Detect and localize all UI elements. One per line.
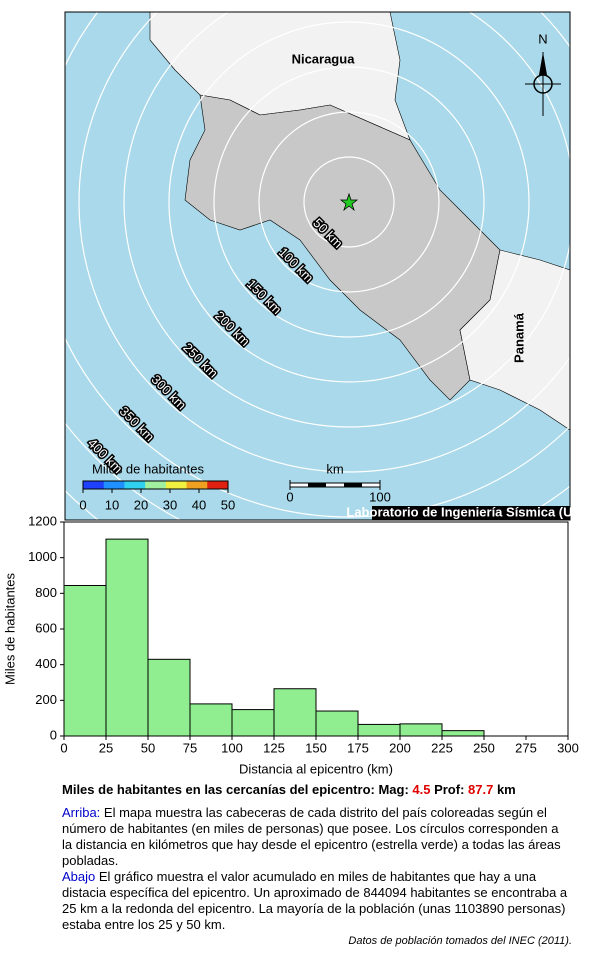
epicenter: [339, 192, 359, 212]
x-tick-label: 200: [389, 740, 411, 755]
x-tick-label: 0: [60, 740, 67, 755]
colorbar-tick-label: 10: [105, 497, 119, 512]
distance-ring: [65, 12, 570, 518]
colorbar-frame: [82, 480, 229, 490]
source: Datos de población tomados del INEC (201…: [348, 935, 572, 947]
scale-bar-fill: [308, 483, 326, 487]
credit-box: [372, 506, 570, 520]
x-tick-label: 50: [141, 740, 155, 755]
y-tick-label: 1000: [28, 549, 57, 564]
bar: [147, 658, 191, 737]
north-label: N: [538, 31, 547, 46]
paragraph-head: Abajo: [62, 869, 96, 884]
scale-tick-label: 0: [286, 489, 293, 504]
bar: [273, 688, 317, 737]
colorbar-tick-label: 50: [221, 497, 235, 512]
paragraph-head: Arriba:: [62, 805, 101, 820]
y-tick-label: 800: [35, 585, 57, 600]
colorbar-segment: [83, 481, 105, 489]
x-tick-label: 300: [557, 740, 579, 755]
scale-tick-label: 100: [369, 489, 391, 504]
y-tick-label: 600: [35, 620, 57, 635]
credit: Laboratorio de Ingeniería Sísmica (UCR): [346, 504, 590, 519]
bar: [315, 710, 359, 737]
y-tick-label: 1200: [28, 513, 57, 528]
y-tick-label: 400: [35, 656, 57, 671]
x-tick-label: 225: [431, 740, 453, 755]
distance-ring: [258, 111, 440, 293]
colorbar-segment: [186, 481, 208, 489]
colorbar-segment: [165, 481, 188, 489]
bar: [189, 703, 233, 737]
colorbar-tick-label: 30: [163, 497, 177, 512]
x-axis-label: Distancia al epicentro (km): [239, 761, 393, 776]
compass: [525, 52, 561, 116]
bar: [63, 584, 107, 737]
depth: 87.7: [468, 782, 494, 797]
scale-bar-fill: [344, 483, 362, 487]
bar: [441, 730, 485, 737]
scale-bar: [289, 482, 381, 488]
x-tick-label: 100: [221, 740, 243, 755]
bar: [399, 723, 443, 737]
figure: Nicaragua Panamá N Laboratorio de Ingeni…: [2, 11, 590, 777]
colorbar-segment: [207, 481, 229, 489]
paragraph-text: El mapa muestra las cabeceras de cada di…: [62, 805, 561, 868]
panama: [459, 249, 570, 431]
y-tick-label: 200: [35, 692, 57, 707]
bar: [357, 723, 401, 737]
colorbar-segment: [103, 481, 125, 489]
caption-title: Miles de habitantes en las cercanías del…: [62, 782, 572, 798]
x-tick-label: 175: [347, 740, 369, 755]
paragraph-text: El gráfico muestra el valor acumulado en…: [62, 869, 568, 932]
colorbar-segment: [145, 481, 167, 489]
country-label: Panamá: [511, 312, 526, 363]
caption-text: km: [493, 782, 516, 797]
scale-title: km: [326, 461, 343, 476]
distance-ring: [78, 12, 570, 473]
paragraph: Abajo El gráfico muestra el valor acumul…: [62, 869, 572, 933]
distance-ring: [303, 156, 395, 248]
colorbar-title: Miles de habitantes: [92, 461, 205, 476]
x-tick-label: 75: [183, 740, 197, 755]
distance-ring: [213, 66, 485, 338]
distance-ring: [123, 12, 570, 428]
bar: [231, 709, 275, 737]
country-label: Nicaragua: [292, 51, 356, 66]
x-tick-label: 150: [305, 740, 327, 755]
colorbar-segment: [124, 481, 146, 489]
x-tick-label: 250: [473, 740, 495, 755]
caption-text: Miles de habitantes en las cercanías del…: [62, 782, 413, 797]
x-tick-label: 25: [99, 740, 113, 755]
colorbar-tick-label: 0: [79, 497, 86, 512]
x-tick-label: 275: [515, 740, 537, 755]
caption-text: Prof:: [430, 782, 469, 797]
y-axis-label: Miles de habitantes: [2, 572, 17, 685]
y-tick-label: 0: [50, 727, 57, 742]
magnitude: 4.5: [412, 782, 431, 797]
map-frame: [64, 11, 571, 521]
bar: [105, 538, 149, 737]
colorbar-tick-label: 40: [192, 497, 206, 512]
x-tick-label: 125: [263, 740, 285, 755]
distance-ring: [168, 21, 530, 383]
paragraph: Arriba: El mapa muestra las cabeceras de…: [62, 805, 572, 869]
costa-rica: [184, 94, 501, 401]
colorbar-tick-label: 20: [134, 497, 148, 512]
